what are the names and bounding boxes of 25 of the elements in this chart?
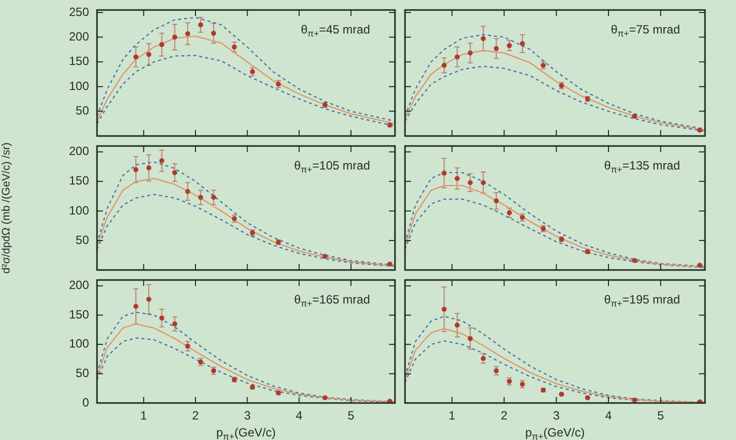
x-tick-label: 4 — [605, 408, 612, 423]
y-tick-label: 100 — [68, 78, 90, 93]
x-tick-label: 4 — [296, 408, 303, 423]
y-tick-label: 50 — [76, 366, 90, 380]
y-tick-label: 200 — [68, 29, 90, 44]
x-tick-label: 2 — [500, 408, 508, 423]
y-tick-label: 200 — [68, 144, 90, 158]
x-tick-label: 1 — [140, 408, 148, 423]
y-tick-label: 100 — [68, 336, 90, 351]
x-tick-label: 1 — [448, 408, 456, 423]
y-tick-label: 0 — [82, 395, 90, 410]
y-tick-label: 150 — [68, 174, 90, 188]
x-tick-label: 5 — [657, 408, 664, 423]
x-tick-label: 2 — [192, 408, 200, 423]
y-tick-label: 100 — [68, 203, 90, 218]
y-tick-label: 150 — [68, 54, 90, 68]
y-tick-label: 150 — [68, 307, 90, 322]
x-tick-label: 3 — [244, 408, 251, 423]
y-tick-label: 200 — [68, 278, 90, 292]
x-tick-label: 3 — [552, 408, 560, 423]
y-tick-label: 50 — [76, 232, 90, 247]
y-tick-label: 50 — [76, 104, 90, 118]
y-tick-label: 250 — [68, 4, 90, 19]
y-axis-title: d²σ/dpdΩ (mb /(GeV/c) /sr) — [0, 142, 13, 274]
x-tick-label: 5 — [348, 408, 355, 423]
